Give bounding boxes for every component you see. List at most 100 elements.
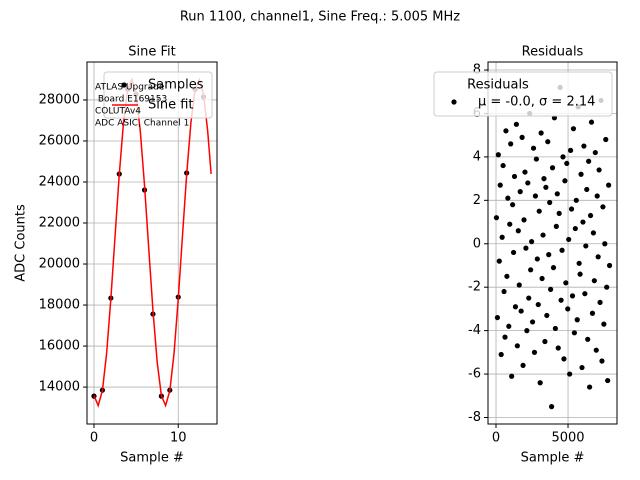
- data-point: [540, 232, 546, 238]
- data-point: [606, 262, 613, 269]
- data-point: [566, 236, 572, 243]
- data-point: [591, 278, 597, 284]
- axes-title: Sine Fit: [128, 45, 175, 60]
- data-point: [589, 310, 596, 316]
- fit-line: [93, 77, 212, 408]
- legend-label: Sine fit: [148, 98, 194, 113]
- data-point: [588, 119, 595, 125]
- annotation: ATLAS Upgrade: [95, 83, 165, 93]
- figure-title: Run 1100, channel1, Sine Freq.: 5.005 MH…: [180, 10, 460, 25]
- data-point: [604, 284, 610, 290]
- data-point: [494, 314, 500, 321]
- data-point: [514, 343, 520, 349]
- data-point: [562, 178, 568, 184]
- data-point: [569, 293, 576, 299]
- data-point: [497, 182, 503, 188]
- legend-swatch: [451, 99, 457, 105]
- data-point: [550, 265, 557, 271]
- data-point: [547, 199, 553, 206]
- data-point: [549, 165, 556, 171]
- data-point: [508, 141, 514, 147]
- data-point: [578, 171, 584, 177]
- y-tick-label: 4: [473, 149, 481, 164]
- data-point: [502, 334, 508, 340]
- data-point: [553, 223, 559, 229]
- y-tick-label: -2: [468, 280, 481, 295]
- data-point: [545, 139, 551, 145]
- data-point: [498, 351, 504, 358]
- axes-title: Residuals: [522, 45, 584, 60]
- data-point: [529, 319, 536, 325]
- data-point: [500, 162, 506, 169]
- data-point: [518, 308, 524, 314]
- y-tick-label: 0: [473, 236, 481, 251]
- data-point: [503, 128, 509, 134]
- data-point: [592, 149, 598, 156]
- y-tick-label: 22000: [39, 216, 80, 231]
- data-point: [584, 186, 590, 193]
- data-point: [541, 176, 547, 182]
- data-point: [552, 325, 558, 332]
- data-point: [574, 317, 580, 323]
- data-point: [583, 243, 589, 249]
- data-point: [546, 252, 552, 258]
- data-point: [501, 288, 507, 295]
- data-point: [525, 180, 531, 186]
- data-point: [510, 202, 516, 208]
- data-point: [570, 126, 577, 132]
- y-tick-label: -4: [468, 323, 481, 338]
- data-point: [507, 221, 513, 227]
- data-point: [602, 241, 608, 247]
- data-point: [576, 260, 582, 266]
- data-point: [539, 275, 545, 282]
- data-point: [524, 328, 530, 334]
- data-point: [511, 173, 518, 180]
- data-point: [510, 249, 517, 256]
- data-point: [567, 147, 574, 153]
- data-point: [560, 154, 566, 160]
- y-tick-label: 2: [473, 193, 481, 208]
- y-tick-label: -8: [468, 410, 481, 425]
- data-point: [559, 247, 565, 253]
- data-point: [593, 347, 599, 353]
- data-point: [505, 195, 511, 201]
- data-point: [496, 258, 502, 264]
- legend-label: μ = -0.0, σ = 2.14: [478, 95, 595, 110]
- data-point: [516, 282, 522, 288]
- data-point: [580, 219, 586, 225]
- data-point: [568, 206, 575, 212]
- data-point: [544, 312, 550, 319]
- data-point: [558, 297, 564, 303]
- data-point: [595, 254, 601, 260]
- legend-title: Residuals: [467, 78, 529, 93]
- data-point: [506, 323, 512, 329]
- data-point: [509, 373, 515, 379]
- data-point: [582, 291, 588, 297]
- data-point: [587, 212, 594, 219]
- data-point: [564, 160, 570, 167]
- x-tick-label: 0: [492, 431, 500, 446]
- data-point: [522, 169, 528, 175]
- data-point: [536, 208, 542, 214]
- data-point: [533, 156, 539, 162]
- data-point: [597, 299, 603, 305]
- data-point: [606, 182, 612, 188]
- data-point: [603, 136, 609, 143]
- data-point: [548, 404, 555, 410]
- y-tick-label: -6: [468, 367, 481, 382]
- data-point: [519, 134, 525, 140]
- data-point: [513, 121, 520, 127]
- x-axis-label: Sample #: [120, 451, 184, 466]
- data-point: [601, 321, 607, 327]
- data-point: [495, 152, 501, 158]
- data-point: [585, 336, 591, 342]
- data-point: [563, 280, 569, 286]
- data-point: [521, 217, 527, 223]
- y-axis-label: ADC Counts: [14, 204, 29, 282]
- data-point: [565, 306, 571, 312]
- data-point: [535, 301, 541, 308]
- data-point: [556, 210, 562, 216]
- data-point: [605, 377, 611, 384]
- data-point: [579, 364, 585, 371]
- data-point: [567, 371, 573, 377]
